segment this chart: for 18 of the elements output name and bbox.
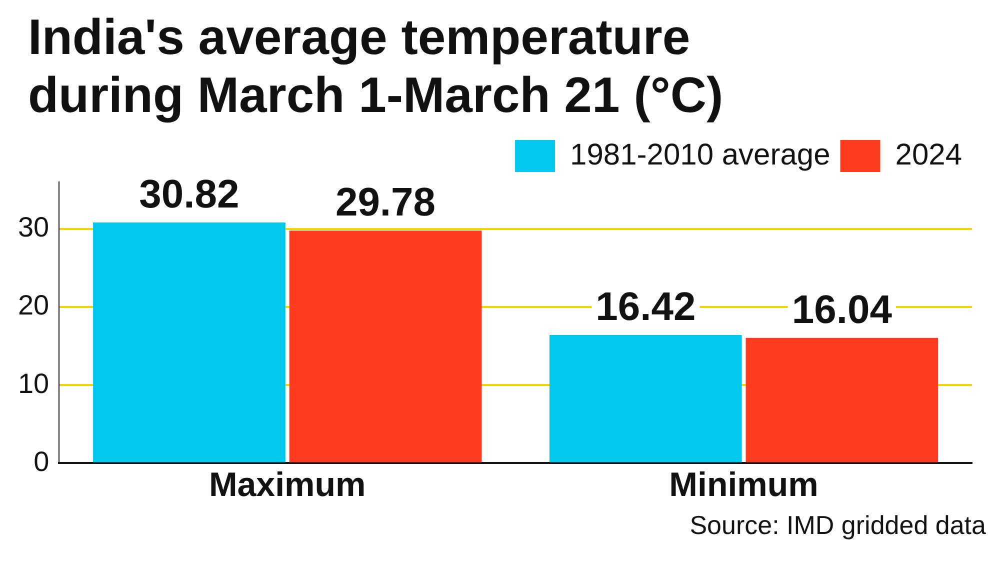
bar [289, 230, 482, 462]
data-label: 30.82 [139, 172, 240, 216]
data-label: 16.04 [792, 288, 893, 332]
y-tick-label: 20 [18, 290, 50, 321]
legend-label: 1981-2010 average [570, 138, 830, 172]
bar [549, 334, 742, 462]
x-tick-label: Minimum [669, 466, 818, 504]
y-tick-label: 30 [18, 212, 50, 243]
chart-title: India's average temperature during March 1-March 21 (°C) [28, 8, 724, 124]
y-tick-label: 0 [34, 446, 50, 477]
bar [93, 222, 286, 462]
x-tick-label: Maximum [208, 466, 366, 504]
y-tick-label: 10 [18, 368, 50, 399]
bar [746, 338, 938, 462]
source-note: Source: IMD gridded data [688, 510, 986, 541]
data-label: 16.42 [596, 284, 696, 329]
data-label: 29.78 [335, 180, 436, 225]
legend-label: 2024 [895, 138, 962, 172]
